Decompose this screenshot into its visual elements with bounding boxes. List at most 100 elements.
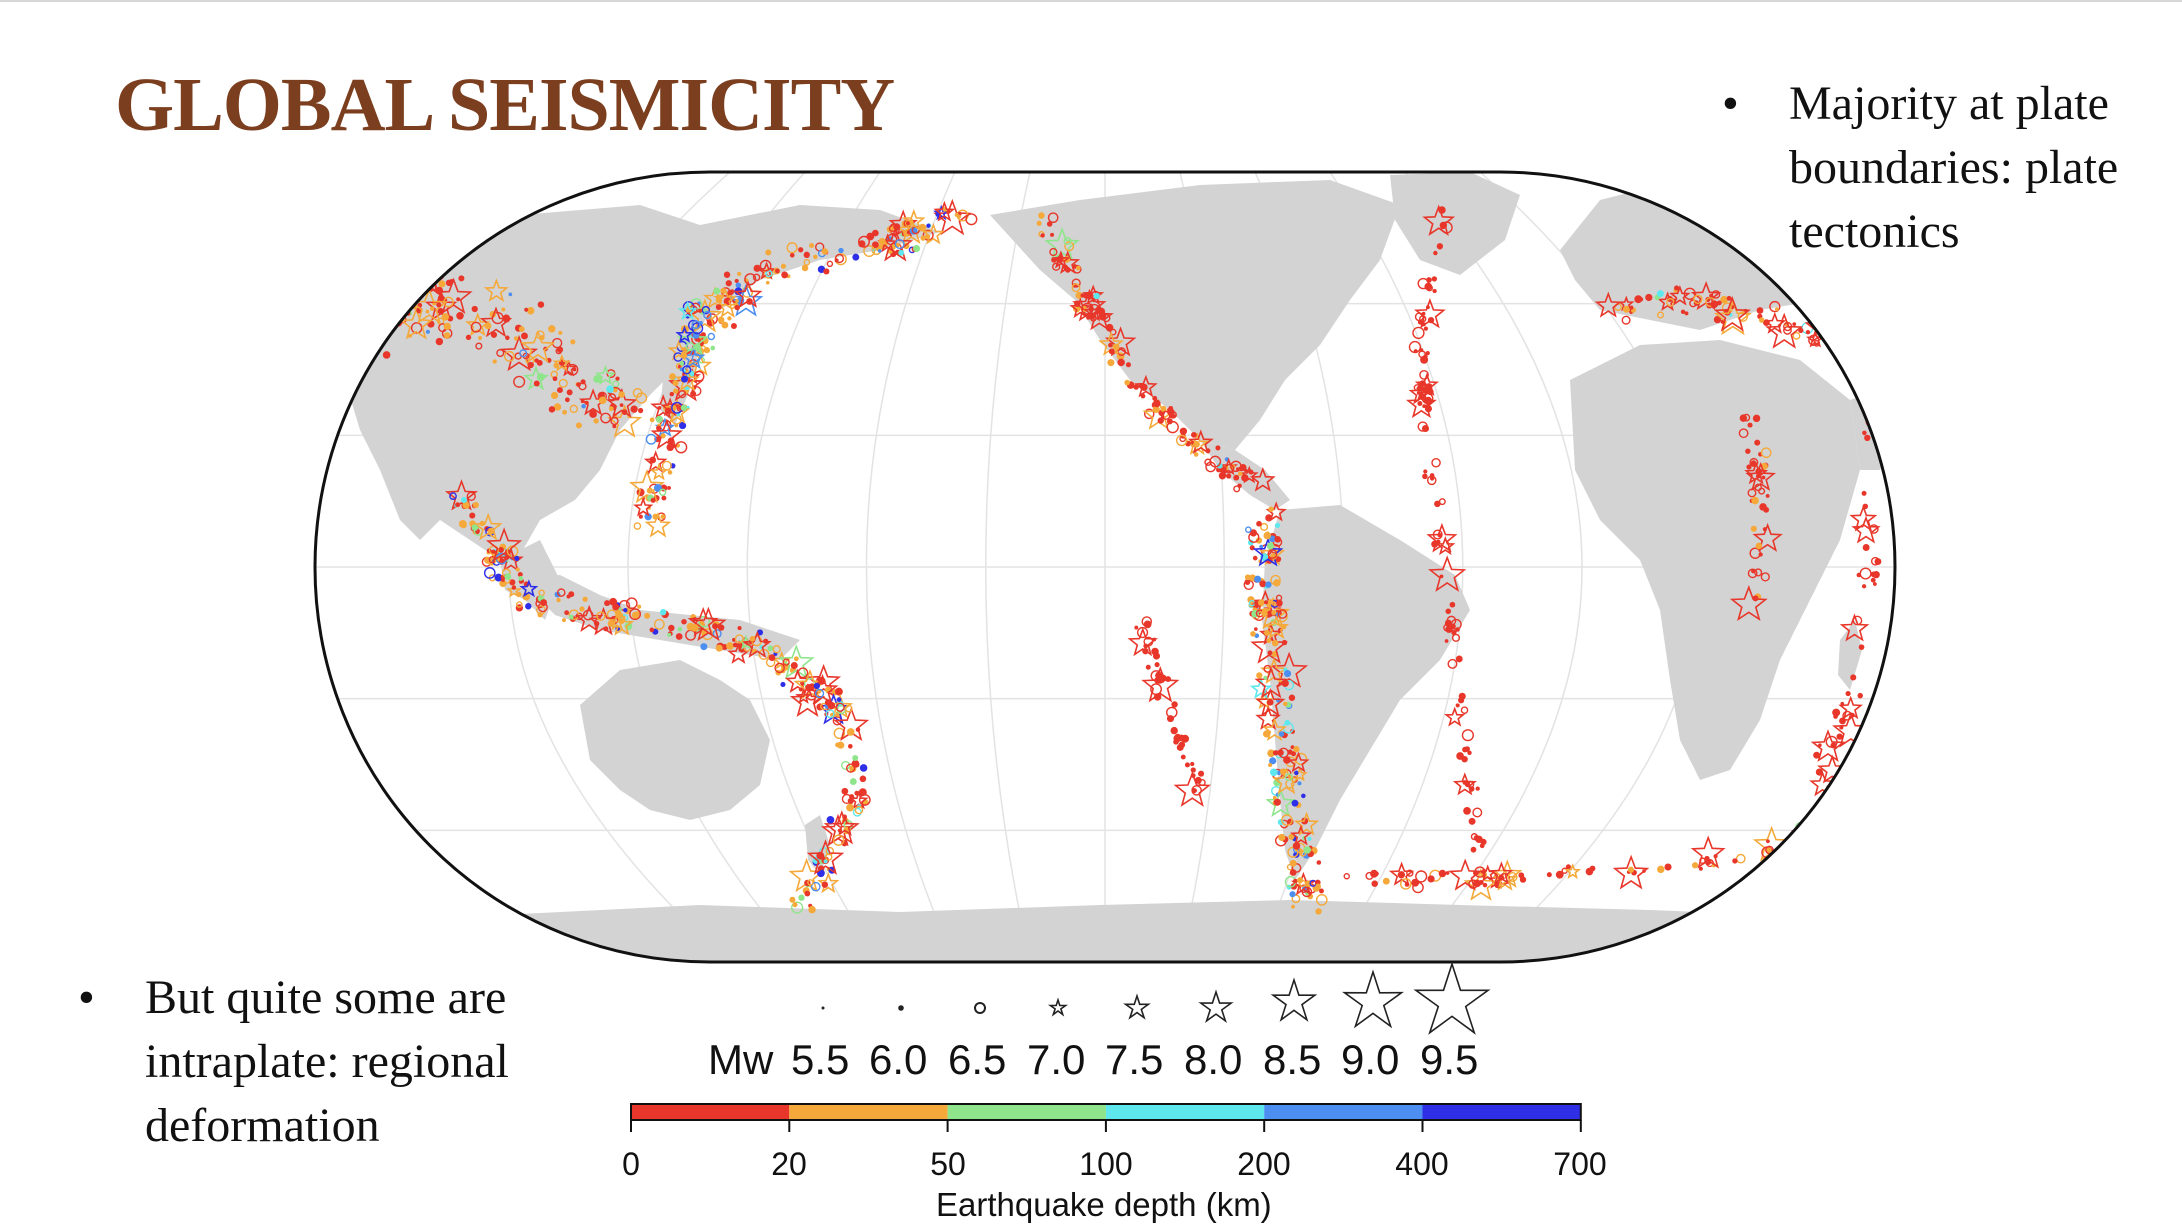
colorbar-tick-label: 0 <box>622 1146 640 1182</box>
circle-icon <box>1301 886 1313 898</box>
quake-dot <box>1680 309 1686 315</box>
quake-dot <box>1154 662 1160 668</box>
quake-dot <box>1854 771 1860 777</box>
quake-dot <box>1413 349 1418 354</box>
star-icon <box>559 359 578 377</box>
quake-dot <box>838 247 844 254</box>
quake-dot <box>1191 431 1197 438</box>
circle-icon <box>661 460 672 471</box>
quake-dot <box>1179 427 1188 435</box>
quake-dot <box>954 212 959 217</box>
star-icon <box>1690 835 1726 869</box>
circle-icon <box>687 319 699 331</box>
quake-dot <box>1851 327 1857 333</box>
circle-icon <box>1399 878 1412 890</box>
quake-dot <box>536 373 545 382</box>
star-icon <box>1249 466 1276 492</box>
star-icon <box>1293 811 1320 836</box>
quake-dot <box>1255 537 1263 544</box>
landmass-africa <box>1570 340 1860 780</box>
circle-icon <box>765 269 773 278</box>
quake-dot <box>1657 865 1665 874</box>
quake-dot <box>1461 755 1468 763</box>
circle-icon <box>1412 881 1424 894</box>
quake-dot <box>673 388 679 394</box>
quake-dot <box>1291 904 1295 909</box>
quake-dot <box>674 423 679 428</box>
quake-dot <box>1198 770 1205 777</box>
quake-dot <box>1872 582 1877 586</box>
circle-icon <box>691 353 701 363</box>
quake-dot <box>575 422 582 429</box>
quake-dot <box>1862 430 1867 436</box>
circle-icon <box>558 378 568 388</box>
quake-dot <box>487 527 495 535</box>
circle-icon <box>846 763 856 773</box>
quake-dot <box>842 814 848 820</box>
circle-icon <box>1071 283 1081 293</box>
circle-icon <box>578 382 587 391</box>
star-icon <box>473 512 503 541</box>
quake-dot <box>1256 520 1262 527</box>
quake-dot <box>358 302 364 309</box>
quake-dot <box>1134 625 1139 630</box>
landmass-australia <box>580 660 770 820</box>
star-icon <box>1422 204 1456 236</box>
quake-dot <box>798 894 805 901</box>
circle-icon <box>810 881 821 892</box>
quake-dot <box>792 902 798 908</box>
land-masses <box>315 172 1895 962</box>
quake-dot <box>1190 767 1196 773</box>
colorbar-segment <box>947 1104 1106 1120</box>
landmass-greenland <box>1390 172 1520 275</box>
circle-icon <box>1749 457 1759 467</box>
quake-dot <box>1823 322 1831 330</box>
quake-dot <box>1140 393 1146 399</box>
quake-dot <box>1259 544 1264 549</box>
quake-dot <box>1850 674 1857 681</box>
magnitude-star-icon <box>1342 969 1404 1029</box>
circle-icon <box>1747 488 1757 498</box>
quake-dot <box>669 391 675 397</box>
quake-dot <box>735 282 742 288</box>
circle-icon <box>1683 287 1696 300</box>
quake-dot <box>1438 869 1447 878</box>
quake-dot <box>680 352 688 359</box>
quake-dot <box>644 612 651 619</box>
star-icon <box>1669 284 1691 306</box>
quake-dot <box>729 289 735 294</box>
circle-icon <box>389 289 401 301</box>
circle-icon <box>682 365 692 375</box>
quake-dot <box>1247 539 1254 546</box>
quake-dot <box>1431 276 1438 282</box>
quake-dot <box>1278 731 1285 737</box>
colorbar-segment <box>789 1104 948 1120</box>
quake-dot <box>551 391 559 400</box>
quake-dot <box>1404 882 1410 887</box>
quake-dot <box>411 285 418 291</box>
quake-dot <box>378 295 383 301</box>
quake-dot <box>668 624 675 632</box>
quake-dot <box>1072 304 1081 313</box>
quake-dot <box>1283 756 1291 764</box>
quake-dot <box>1157 672 1164 679</box>
quake-dot <box>1856 572 1862 578</box>
quake-dot <box>472 501 479 509</box>
colorbar-tick-label: 400 <box>1395 1146 1449 1182</box>
quake-dot <box>1455 703 1460 708</box>
quake-dot <box>579 606 585 612</box>
quake-dot <box>1249 545 1255 551</box>
quake-dot <box>589 410 597 418</box>
quake-dot <box>449 278 454 284</box>
quake-dot <box>859 775 867 783</box>
quake-dot <box>1256 672 1263 679</box>
quake-dot <box>1075 291 1083 299</box>
quake-dot <box>780 681 786 687</box>
quake-dot <box>1272 795 1277 800</box>
quake-dot <box>1266 698 1274 706</box>
colorbar-segment <box>631 1104 790 1120</box>
circle-icon <box>1865 774 1876 786</box>
magnitude-label: 8.0 <box>1184 1036 1243 1083</box>
quake-dot <box>1244 574 1251 581</box>
circle-icon <box>825 846 835 856</box>
